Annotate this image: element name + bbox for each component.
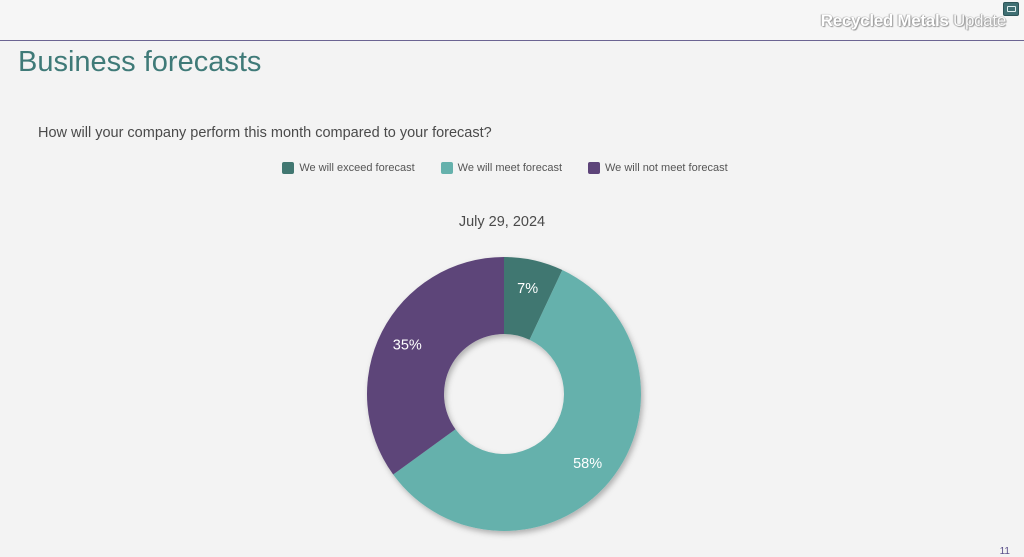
page-title: Business forecasts <box>18 46 262 78</box>
donut-slice-meet <box>393 270 641 531</box>
chart-title: July 29, 2024 <box>458 214 546 230</box>
legend-label-meet: We will meet forecast <box>457 162 562 174</box>
data-label-not-meet: 35% <box>393 338 422 354</box>
legend-swatch-exceed <box>282 162 295 174</box>
legend-swatch-meet <box>440 162 453 174</box>
brand-bold-text: Recycled Metals <box>820 11 949 30</box>
chart-legend: We will exceed forecast We will meet for… <box>0 162 1010 174</box>
data-label-exceed: 7% <box>517 281 538 297</box>
survey-question: How will your company perform this month… <box>38 125 492 141</box>
donut-slice-exceed <box>504 257 563 340</box>
legend-item-not-meet: We will not meet forecast <box>588 162 728 174</box>
donut-slice-not-meet <box>366 257 504 475</box>
data-label-meet: 58% <box>573 456 602 472</box>
brand-light-text: Update <box>952 11 1006 30</box>
presentation-icon <box>1003 2 1019 16</box>
legend-item-meet: We will meet forecast <box>440 162 562 174</box>
brand-logo: Recycled Metals Update <box>820 11 1007 31</box>
page-number: 11 <box>999 546 1010 557</box>
legend-swatch-not-meet <box>588 162 600 174</box>
legend-item-exceed: We will exceed forecast <box>282 162 415 174</box>
legend-label-not-meet: We will not meet forecast <box>605 162 728 174</box>
top-bar: Recycled Metals Update <box>0 0 1024 41</box>
legend-label-exceed: We will exceed forecast <box>299 162 415 174</box>
